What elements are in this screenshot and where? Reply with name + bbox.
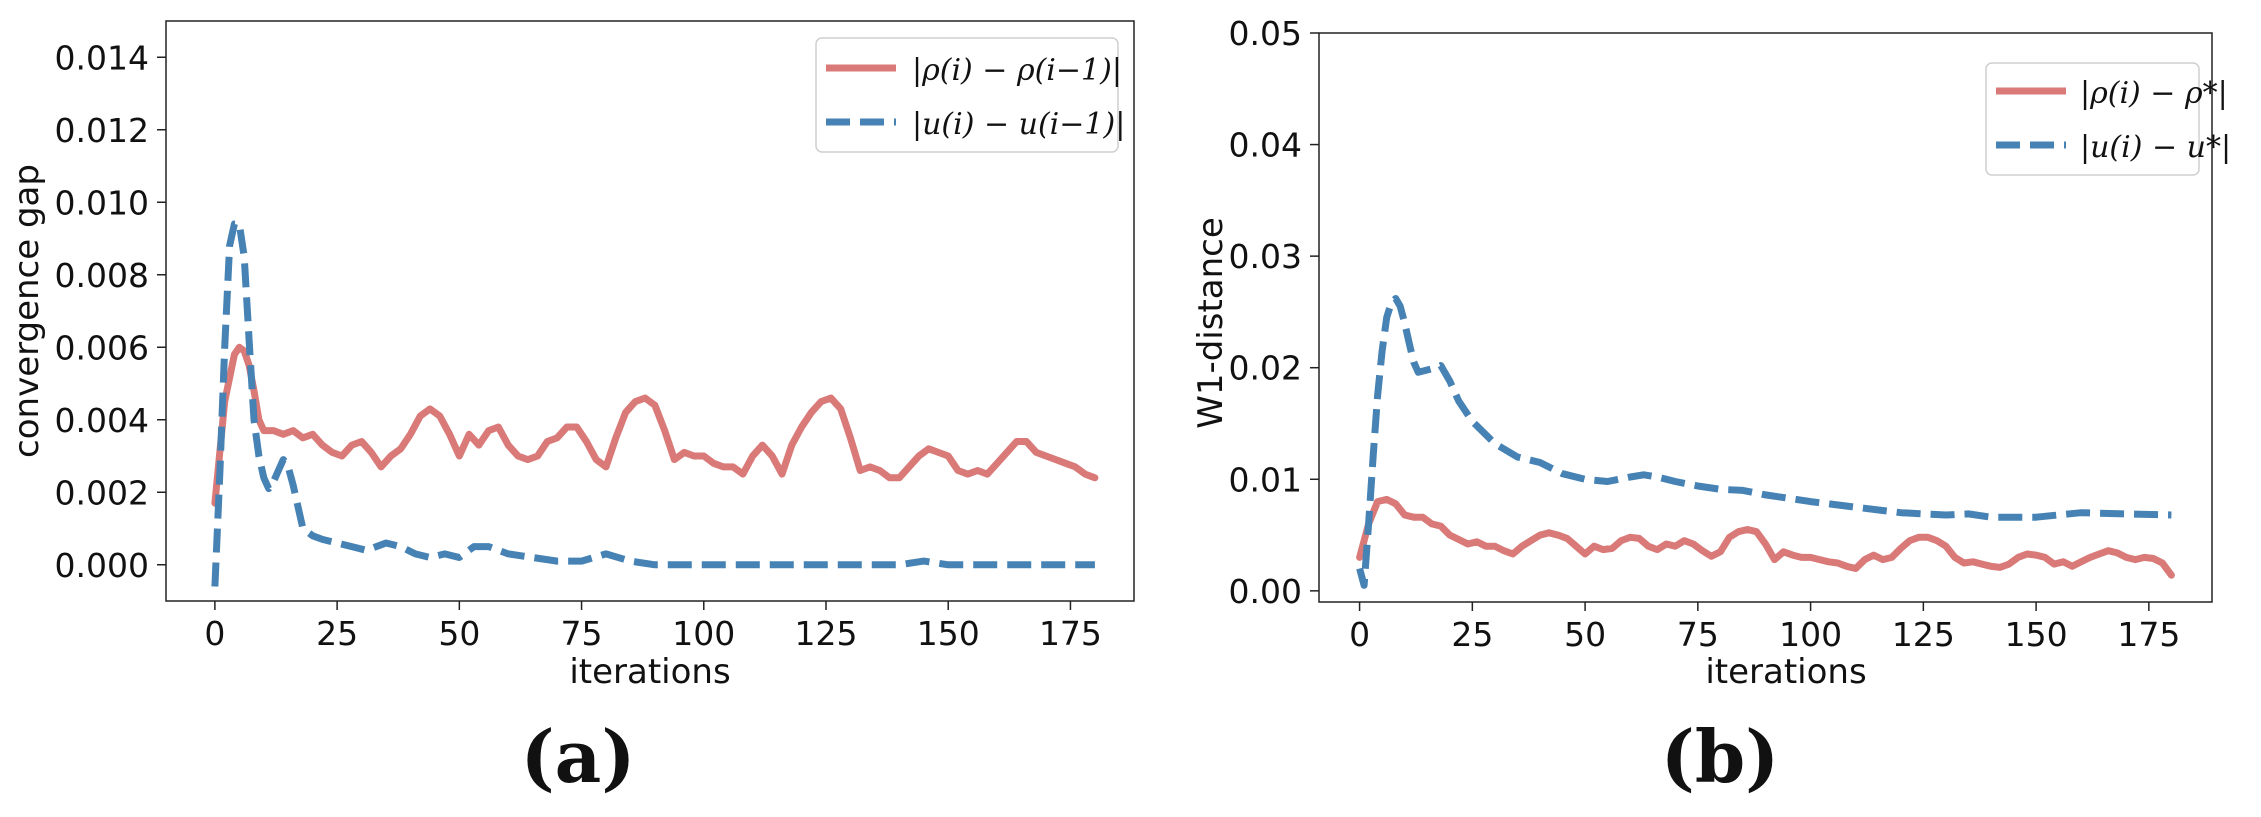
y-tick-label: 0.000: [55, 546, 149, 585]
plot-series: [211, 220, 1099, 587]
y-tick-label: 0.006: [55, 328, 149, 367]
legend-label-rho: |ρ(i) − ρ(i−1)|: [912, 53, 1122, 88]
x-tick-label: 100: [1779, 615, 1842, 654]
y-tick-label: 0.002: [55, 473, 149, 512]
y-tick-label: 0.012: [55, 111, 149, 150]
y-tick-label: 0.05: [1229, 14, 1302, 53]
legend-label-u: |u(i) − u(i−1)|: [912, 107, 1125, 142]
y-tick-label: 0.00: [1229, 572, 1302, 611]
y-tick-label: 0.004: [55, 401, 149, 440]
chart-panel-a: 0 25 50 75 100 125 150 175 0.000 0.002 0.004 0.006…: [7, 20, 1135, 799]
x-tick-label: 50: [1564, 615, 1606, 654]
panel-label-a: (a): [521, 714, 636, 799]
x-tick-label: 75: [1677, 615, 1719, 654]
x-tick-label: 25: [1451, 615, 1493, 654]
y-tick-label: 0.04: [1229, 126, 1302, 165]
x-axis-label: iterations: [1705, 652, 1866, 692]
legend-label-u: |u(i) − u*|: [2080, 130, 2231, 165]
x-tick-label: 125: [795, 614, 858, 653]
x-tick-label: 125: [1892, 615, 1955, 654]
chart-panel-b: 0 25 50 75 100 125 150 175 0.00 0.01 0.02 0.03 0.04…: [1191, 14, 2231, 799]
x-axis-ticks: 0 25 50 75 100 125 150 175: [204, 601, 1102, 653]
x-tick-label: 75: [561, 614, 603, 653]
legend-label-rho: |ρ(i) − ρ*|: [2080, 76, 2228, 111]
y-axis-ticks: 0.000 0.002 0.004 0.006 0.008 0.010 0.012 0.014: [55, 38, 166, 585]
series-line-rho: [211, 343, 1099, 507]
legend: |ρ(i) − ρ*| |u(i) − u*|: [1985, 62, 2231, 176]
y-axis-label: convergence gap: [7, 164, 47, 458]
plot-series: [1356, 295, 2175, 589]
x-tick-label: 0: [204, 614, 225, 653]
x-tick-label: 175: [1039, 614, 1102, 653]
x-tick-label: 175: [2117, 615, 2180, 654]
series-line-u: [211, 220, 1095, 587]
y-tick-label: 0.014: [55, 38, 149, 77]
x-tick-label: 50: [438, 614, 480, 653]
panel-label-b: (b): [1661, 714, 1779, 799]
x-tick-label: 0: [1349, 615, 1370, 654]
x-tick-label: 150: [917, 614, 980, 653]
y-tick-label: 0.010: [55, 183, 149, 222]
x-tick-label: 150: [2005, 615, 2068, 654]
x-axis-label: iterations: [569, 652, 730, 692]
x-tick-label: 100: [672, 614, 735, 653]
y-tick-label: 0.01: [1229, 460, 1302, 499]
x-axis-ticks: 0 25 50 75 100 125 150 175: [1349, 602, 2180, 654]
y-axis-label: W1-distance: [1191, 217, 1231, 429]
series-line-rho: [1356, 495, 2175, 579]
legend: |ρ(i) − ρ(i−1)| |u(i) − u(i−1)|: [815, 37, 1125, 153]
y-tick-label: 0.02: [1229, 349, 1302, 388]
y-tick-label: 0.03: [1229, 237, 1302, 276]
y-axis-ticks: 0.00 0.01 0.02 0.03 0.04 0.05: [1229, 14, 1319, 611]
y-tick-label: 0.008: [55, 256, 149, 295]
series-line-u: [1356, 295, 2172, 589]
x-tick-label: 25: [316, 614, 358, 653]
